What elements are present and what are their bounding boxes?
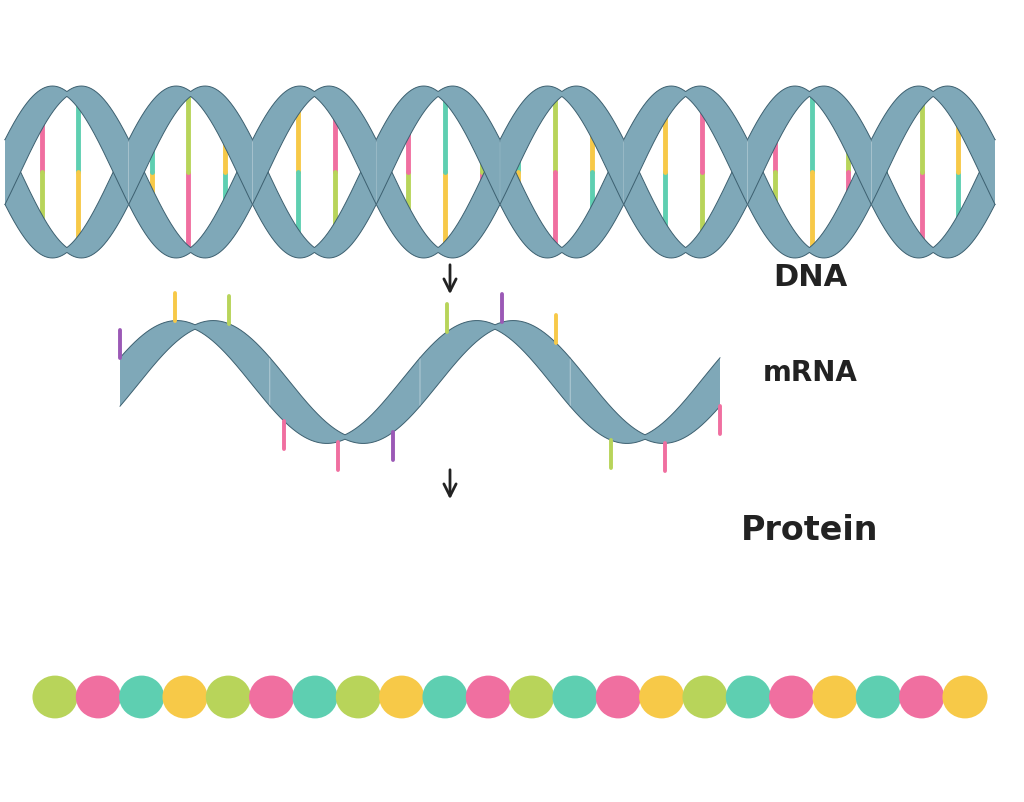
Ellipse shape — [899, 676, 944, 719]
Text: Protein: Protein — [741, 514, 879, 547]
Ellipse shape — [76, 676, 121, 719]
Ellipse shape — [206, 676, 251, 719]
Polygon shape — [748, 140, 871, 259]
Polygon shape — [624, 87, 748, 205]
Polygon shape — [748, 87, 871, 205]
Polygon shape — [501, 87, 624, 205]
Ellipse shape — [336, 676, 381, 719]
Polygon shape — [5, 140, 128, 259]
Polygon shape — [129, 87, 252, 205]
Polygon shape — [5, 87, 128, 205]
Text: DNA: DNA — [773, 263, 847, 292]
Polygon shape — [120, 321, 269, 407]
Ellipse shape — [856, 676, 901, 719]
Ellipse shape — [639, 676, 684, 719]
Polygon shape — [377, 87, 500, 205]
Ellipse shape — [466, 676, 511, 719]
Ellipse shape — [119, 676, 164, 719]
Polygon shape — [570, 358, 720, 444]
Ellipse shape — [553, 676, 598, 719]
Polygon shape — [129, 140, 252, 259]
Ellipse shape — [163, 676, 208, 719]
Polygon shape — [270, 358, 420, 444]
Polygon shape — [871, 140, 995, 259]
Polygon shape — [501, 141, 624, 259]
Ellipse shape — [379, 676, 424, 719]
Text: mRNA: mRNA — [763, 358, 857, 387]
Ellipse shape — [596, 676, 641, 719]
Ellipse shape — [509, 676, 554, 719]
Ellipse shape — [423, 676, 468, 719]
Polygon shape — [871, 87, 995, 205]
Ellipse shape — [33, 676, 78, 719]
Polygon shape — [377, 141, 500, 259]
Ellipse shape — [249, 676, 294, 719]
Polygon shape — [253, 140, 376, 259]
Polygon shape — [624, 140, 748, 259]
Polygon shape — [253, 87, 376, 205]
Polygon shape — [420, 321, 570, 407]
Ellipse shape — [769, 676, 814, 719]
Ellipse shape — [942, 676, 987, 719]
Ellipse shape — [293, 676, 338, 719]
Ellipse shape — [726, 676, 771, 719]
Ellipse shape — [682, 676, 727, 719]
Ellipse shape — [812, 676, 857, 719]
